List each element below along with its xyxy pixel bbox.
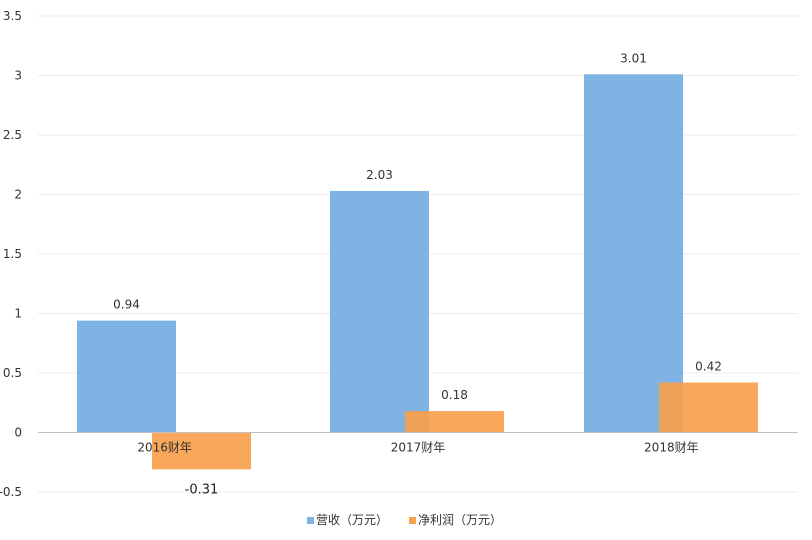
x-category-label: 2018财年	[644, 441, 699, 455]
legend-swatch-revenue	[307, 517, 314, 524]
bar-net-profit	[152, 432, 251, 470]
bar-revenue	[584, 74, 683, 433]
data-label: 0.18	[441, 388, 468, 402]
y-tick-label: 3.5	[3, 9, 22, 23]
y-tick-label: 1	[14, 307, 22, 321]
bars	[77, 74, 758, 470]
legend: 营收（万元） 净利润（万元）	[307, 513, 502, 527]
data-label: 0.42	[695, 360, 722, 374]
x-category-label: 2016财年	[137, 441, 192, 455]
legend-label: 营收（万元）	[316, 513, 388, 527]
legend-label: 净利润（万元）	[418, 513, 502, 527]
x-category-label: 2017财年	[391, 441, 446, 455]
y-tick-label: 2.5	[3, 128, 22, 142]
y-tick-label: 2	[14, 188, 22, 202]
data-label: -0.31	[185, 482, 219, 497]
y-tick-label: -0.5	[0, 485, 22, 499]
y-tick-label: 0	[14, 426, 22, 440]
data-label: 2.03	[366, 168, 393, 182]
legend-swatch-net-profit	[409, 517, 416, 524]
data-label: 3.01	[620, 51, 647, 65]
bar-net-profit	[659, 382, 758, 433]
bar-net-profit	[405, 411, 504, 433]
labels: -0.5 0 0.5 1 1.5 2 2.5 3 3.5 0.94 2.03 3.01 -0.31 0.1…	[0, 9, 722, 499]
y-tick-label: 0.5	[3, 366, 22, 380]
data-label: 0.94	[113, 298, 140, 312]
y-tick-label: 3	[14, 69, 22, 83]
bar-revenue	[77, 320, 176, 433]
bar-revenue	[330, 190, 429, 433]
y-tick-label: 1.5	[3, 247, 22, 261]
